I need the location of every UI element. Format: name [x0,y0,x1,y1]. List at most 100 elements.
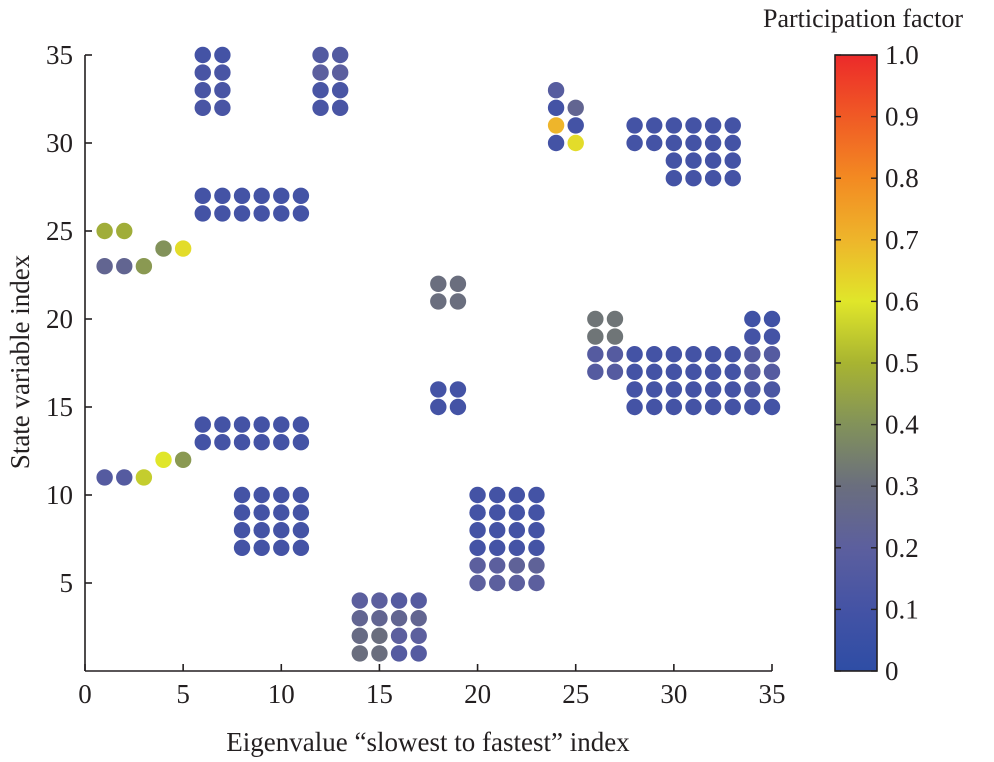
data-point [665,134,683,152]
data-point [704,170,722,187]
data-point [371,592,388,609]
data-point [587,328,604,345]
data-point [214,99,231,117]
data-point [763,328,781,345]
data-point [528,539,545,556]
data-point [744,346,761,363]
x-tick-label: 35 [759,679,786,709]
data-point [724,346,741,363]
data-point [547,82,565,99]
data-point [469,486,486,504]
x-axis-title: Eigenvalue “slowest to fastest” index [226,727,630,757]
data-point [489,557,506,574]
x-tick-label: 5 [176,679,190,709]
data-point [214,82,231,99]
data-point [135,258,153,275]
data-point [763,363,781,380]
data-point [508,557,526,574]
data-point [233,486,251,504]
data-point [292,486,310,504]
colorbar-tick-label: 0.1 [885,594,919,624]
data-point [233,504,251,521]
data-point [626,117,643,134]
colorbar-tick-label: 1.0 [885,40,919,70]
data-point [449,275,467,292]
colorbar-tick-label: 0.5 [885,348,919,378]
data-point [371,627,388,644]
data-point [665,363,683,380]
data-point [587,310,604,328]
y-tick-label: 5 [60,568,74,598]
data-point [587,363,604,380]
data-point [96,222,113,240]
data-point [763,381,781,398]
data-point [351,627,368,644]
data-point [194,434,211,451]
data-point [469,522,486,539]
data-point [704,398,722,416]
y-tick-label: 10 [46,480,73,510]
data-point [174,240,192,257]
data-point [233,539,251,556]
data-point [508,522,526,539]
data-point [567,99,584,117]
data-point [724,170,741,187]
data-point [292,504,310,521]
data-point [351,592,368,609]
data-point [194,99,211,117]
data-point [233,205,251,222]
data-point [253,522,270,539]
colorbar-tick-label: 0.8 [885,163,919,193]
data-point [646,346,663,363]
data-point [626,134,643,152]
data-point [763,346,781,363]
data-point [489,539,506,556]
data-point [233,522,251,539]
data-point [626,363,643,380]
data-point [508,539,526,556]
data-point [724,363,741,380]
data-point [233,434,251,451]
data-point [469,539,486,556]
data-point [214,46,231,64]
data-point [273,187,290,204]
data-point [331,99,349,117]
colorbar-tick-label: 0.4 [885,410,919,440]
data-point [665,398,683,416]
data-point [744,310,761,328]
data-point [253,205,270,222]
x-tick-label: 25 [562,679,589,709]
data-point [606,346,624,363]
data-point [273,434,290,451]
data-point [528,486,545,504]
data-point [116,469,133,486]
data-point [469,557,486,574]
data-point [606,328,624,345]
data-point [292,205,310,222]
data-point [763,310,781,328]
data-point [704,117,722,134]
data-point [646,381,663,398]
y-tick-label: 35 [46,40,73,70]
data-point [390,627,408,644]
data-point [96,469,113,486]
data-point [214,416,231,433]
data-point [273,416,290,433]
data-point [96,258,113,275]
data-point [410,645,427,662]
data-point [155,240,172,257]
x-tick-label: 10 [268,679,295,709]
data-point [685,117,702,134]
data-point [351,645,368,662]
data-point [704,346,722,363]
data-point [194,64,211,81]
colorbar-tick-label: 0.2 [885,533,919,563]
data-point [292,539,310,556]
data-point [449,398,467,416]
data-point [233,187,251,204]
data-point [685,134,702,152]
data-point [704,381,722,398]
data-point [292,416,310,433]
data-point [763,398,781,416]
